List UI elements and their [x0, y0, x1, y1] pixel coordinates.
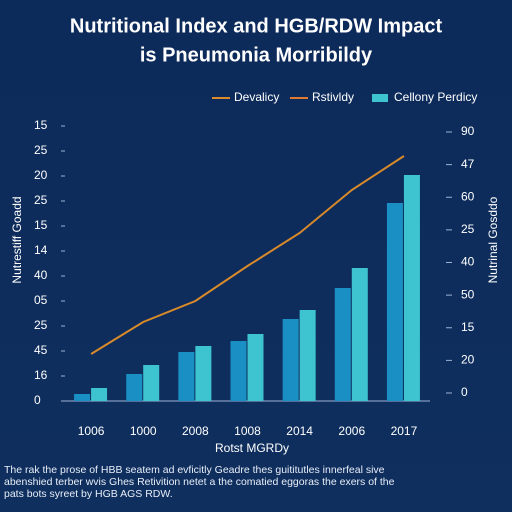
y2-axis-label: Nutrinal Gosddo: [486, 196, 500, 283]
chart-title: Nutritional Index and HGB/RDW Impact: [70, 15, 443, 37]
legend-swatch: [372, 94, 388, 102]
y-tick-label: 16: [34, 368, 48, 382]
y-tick-label: 05: [34, 293, 48, 307]
y-tick-label: 20: [34, 168, 48, 182]
bar: [299, 310, 316, 401]
y2-tick-label: 90: [461, 124, 475, 138]
caption: abenshied terber wvis Ghes Retivition ne…: [4, 476, 395, 488]
bar: [247, 334, 264, 401]
bar: [386, 203, 403, 401]
x-tick-label: 2008: [182, 424, 209, 438]
y-tick-label: 15: [34, 118, 48, 132]
bar: [282, 319, 299, 401]
y-tick-label: 45: [34, 343, 48, 357]
x-tick-label: 2006: [338, 424, 365, 438]
y-tick-label: 25: [34, 143, 48, 157]
bar: [351, 268, 368, 401]
y2-tick-label: 0: [461, 385, 468, 399]
y2-tick-label: 20: [461, 353, 475, 367]
legend-label: Rstivldy: [312, 90, 354, 104]
x-tick-label: 1008: [234, 424, 261, 438]
bar: [91, 388, 108, 401]
chart-title: is Pneumonia Morribildy: [140, 44, 373, 66]
y-tick-label: 40: [34, 268, 48, 282]
y-tick-label: 25: [34, 318, 48, 332]
y-axis-label: Nutrestiff Goadd: [10, 196, 24, 283]
line: [90, 155, 405, 355]
y2-tick-label: 25: [461, 222, 475, 236]
legend-label: Cellony Perdicy: [394, 90, 477, 104]
y-tick-label: 0: [34, 393, 41, 407]
caption: The rak the prose of HBB seatem ad evfic…: [4, 464, 385, 476]
y-tick-label: 14: [34, 243, 48, 257]
x-tick-label: 1000: [130, 424, 157, 438]
bar: [230, 341, 247, 401]
bar: [178, 352, 195, 401]
bar: [403, 175, 420, 401]
y-tick-label: 25: [34, 193, 48, 207]
bar: [195, 346, 212, 401]
y2-tick-label: 47: [461, 157, 475, 171]
y2-tick-label: 50: [461, 287, 475, 301]
caption: pats bots syreet by HGB AGS RDW.: [4, 488, 173, 500]
legend-label: Devalicy: [234, 90, 279, 104]
bar: [126, 374, 143, 401]
y2-tick-label: 15: [461, 320, 475, 334]
bar: [74, 394, 91, 401]
x-tick-label: 1006: [78, 424, 105, 438]
y2-tick-label: 60: [461, 189, 475, 203]
y2-tick-label: 40: [461, 255, 475, 269]
x-tick-label: 2014: [286, 424, 313, 438]
x-tick-label: 2017: [391, 424, 418, 438]
y-tick-label: 15: [34, 218, 48, 232]
bar: [334, 288, 351, 401]
bar: [143, 365, 160, 401]
x-axis-label: Rotst MGRDy: [215, 441, 289, 455]
